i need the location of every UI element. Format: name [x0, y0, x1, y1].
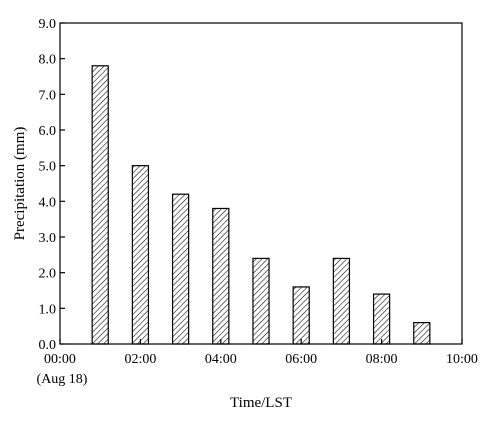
y-tick-label: 3.0 — [39, 231, 57, 246]
plot-frame — [59, 22, 463, 345]
bar-6 — [292, 286, 310, 345]
x-tick-label: 08:00 — [366, 352, 398, 367]
y-tick-label: 6.0 — [39, 124, 57, 139]
bars-group — [91, 65, 431, 345]
x-tick-label: 00:00 — [44, 352, 76, 367]
y-tick-label: 0.0 — [39, 338, 57, 353]
x-tick-label: 02:00 — [124, 352, 156, 367]
x-axis-start-note: (Aug 18) — [37, 372, 88, 387]
bar-9 — [413, 322, 431, 345]
y-tick-label: 9.0 — [39, 17, 57, 32]
bar-4 — [212, 207, 230, 345]
y-axis-title: Precipitation (mm) — [12, 127, 28, 241]
y-tick-label: 7.0 — [39, 88, 57, 103]
x-tick-label: 04:00 — [205, 352, 237, 367]
y-tick-label: 8.0 — [39, 53, 57, 68]
bar-7 — [332, 257, 351, 345]
y-tick-label: 5.0 — [39, 160, 57, 175]
bar-1 — [91, 65, 109, 345]
y-tick-label: 2.0 — [39, 267, 57, 282]
y-tick-label: 4.0 — [39, 195, 57, 210]
bar-2 — [131, 165, 150, 345]
y-tick-label: 1.0 — [39, 302, 57, 317]
bar-8 — [372, 293, 391, 345]
x-axis-title: Time/LST — [230, 395, 292, 411]
x-tick-label: 10:00 — [446, 352, 478, 367]
x-tick-label: 06:00 — [285, 352, 317, 367]
bar-5 — [252, 257, 270, 345]
y-axis-ticks: 0.0 1.0 2.0 3.0 4.0 5.0 6.0 7.0 8.0 9.0 — [39, 17, 65, 353]
bar-3 — [171, 193, 190, 345]
x-axis-ticks: 00:00 02:00 04:00 06:00 08:00 10:00 — [44, 339, 478, 367]
